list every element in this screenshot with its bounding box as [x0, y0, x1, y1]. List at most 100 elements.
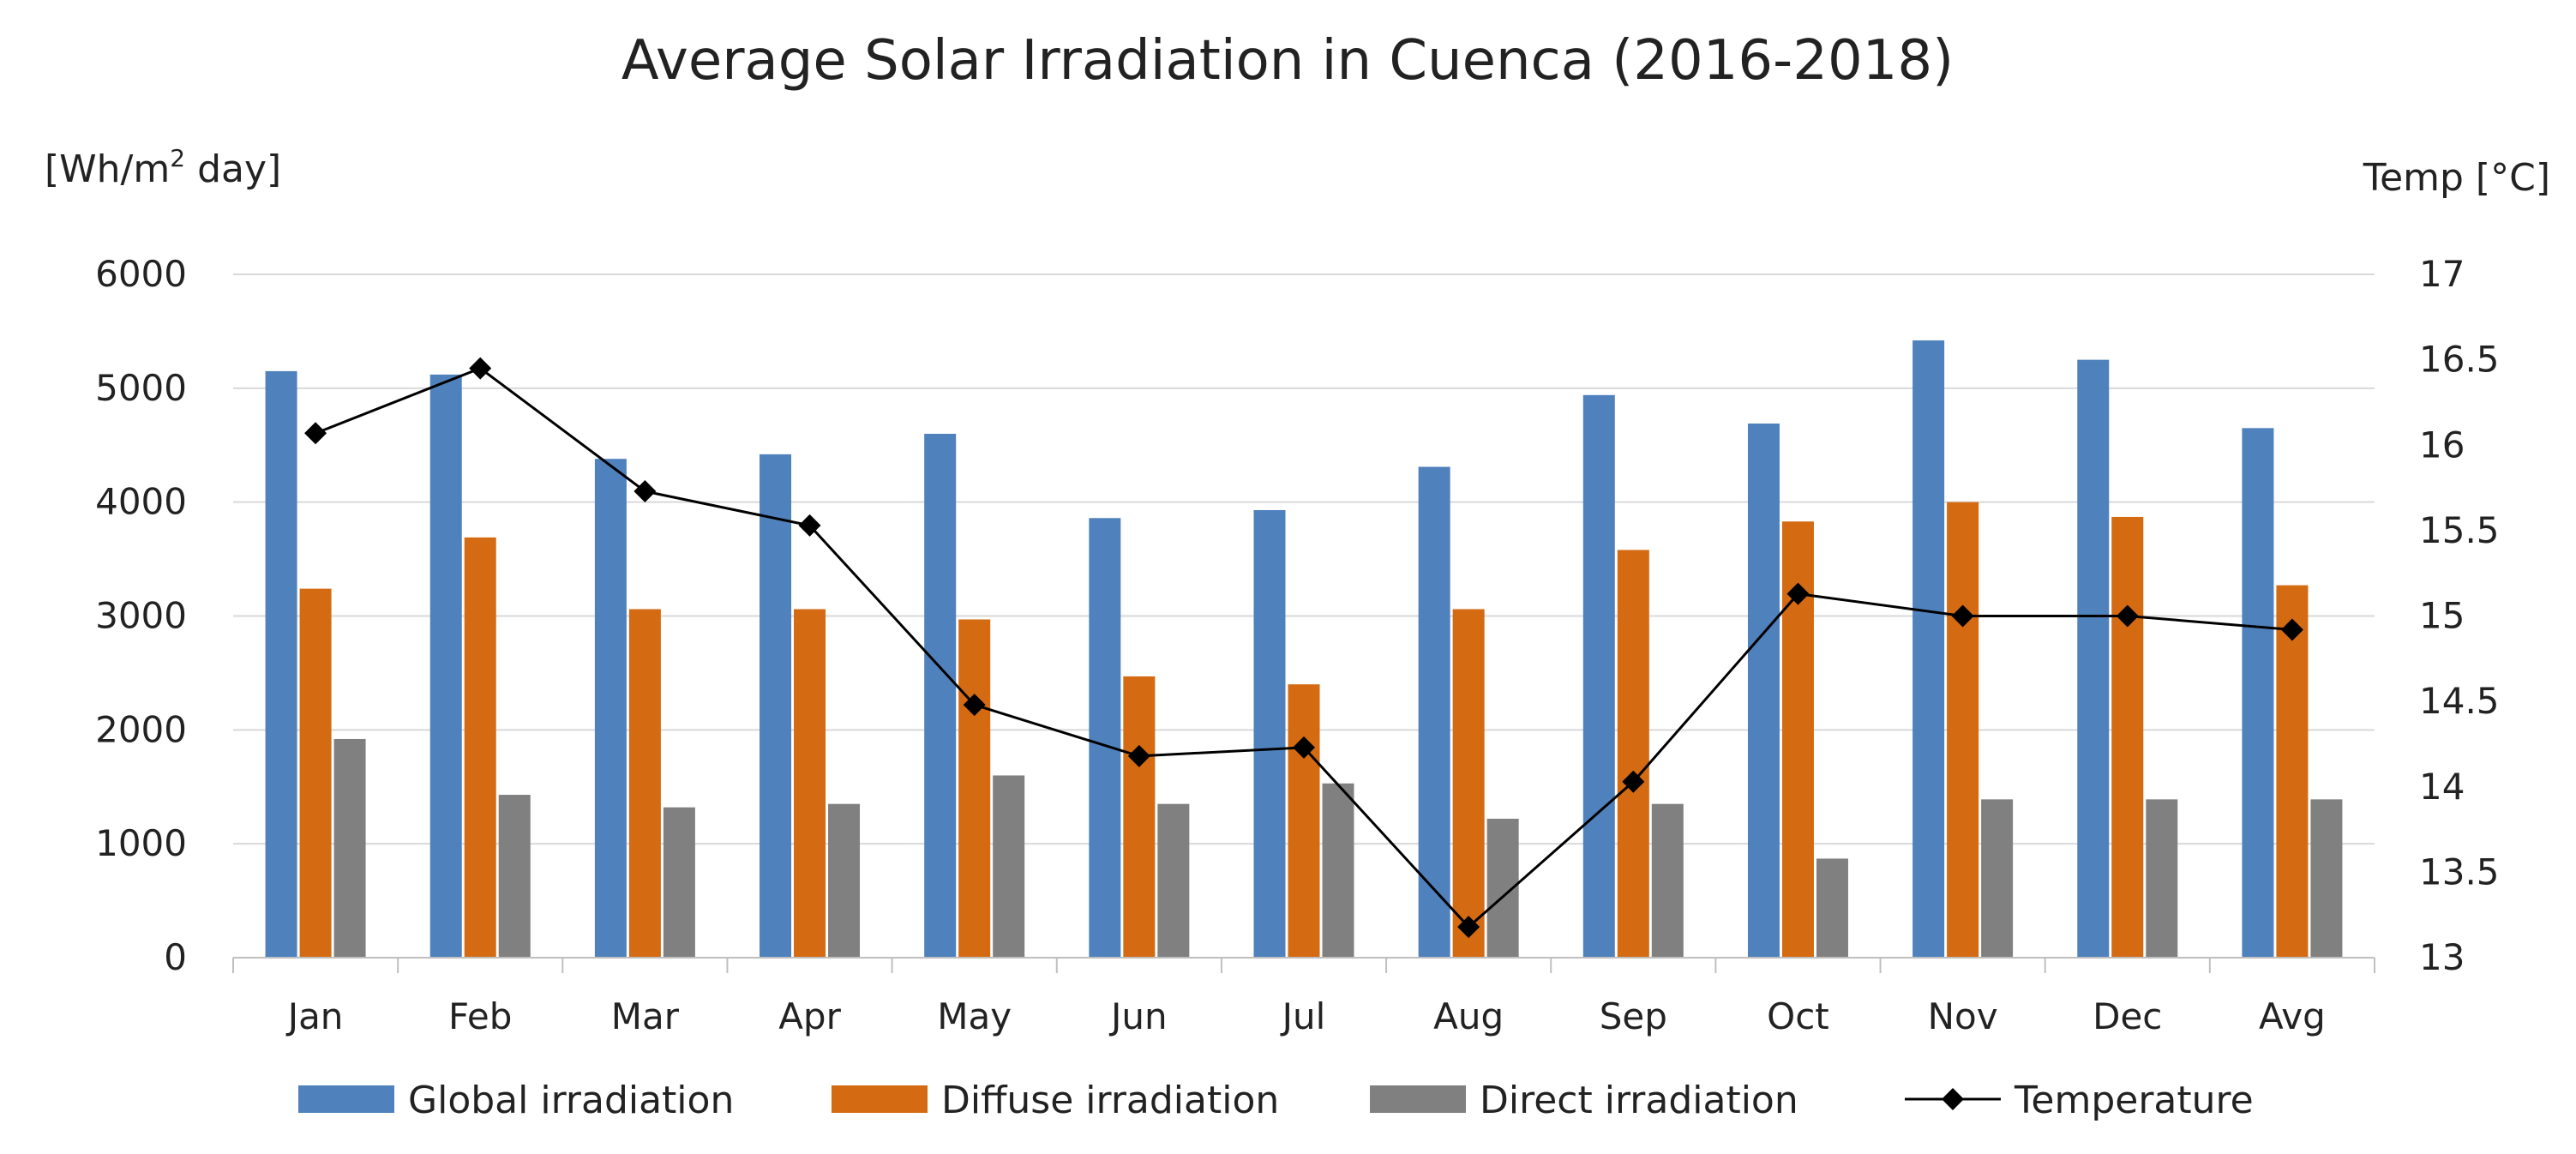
bar-diffuse-irradiation: [1947, 502, 1979, 958]
bar-diffuse-irradiation: [2276, 585, 2309, 958]
temperature-line: [304, 357, 2303, 939]
chart-title: Average Solar Irradiation in Cuenca (201…: [621, 29, 1954, 93]
bar-direct-irradiation: [1981, 799, 2014, 958]
temperature-point: [1457, 916, 1480, 939]
legend: Global irradiation Diffuse irradiation Dir…: [298, 1079, 2254, 1122]
bar-global-irradiation: [1747, 424, 1780, 958]
bar-direct-irradiation: [1651, 803, 1684, 958]
x-tick-label: Avg: [2259, 995, 2326, 1037]
temperature-point: [1786, 582, 1810, 605]
y-tick-label: 1000: [95, 822, 187, 864]
bar-global-irradiation: [2242, 428, 2274, 958]
x-tick-label: Jan: [285, 995, 344, 1037]
y2-tick-label: 14: [2419, 766, 2465, 808]
temperature-point: [304, 422, 327, 445]
bar-direct-irradiation: [1157, 803, 1190, 958]
y-axis-title: [Wh/m2 day]: [45, 144, 281, 191]
bar-diffuse-irradiation: [1452, 609, 1485, 958]
y2-tick-label: 13: [2419, 936, 2465, 978]
bars: [265, 340, 2343, 959]
bar-direct-irradiation: [498, 795, 531, 958]
bar-diffuse-irradiation: [794, 609, 826, 958]
temperature-point: [1127, 744, 1150, 767]
x-tick-label: Feb: [448, 995, 512, 1037]
bar-global-irradiation: [1582, 394, 1615, 958]
bar-diffuse-irradiation: [628, 609, 661, 958]
bar-global-irradiation: [1912, 340, 1945, 958]
x-tick-label: Jul: [1280, 995, 1326, 1037]
bar-diffuse-irradiation: [299, 588, 332, 958]
bar-global-irradiation: [1089, 518, 1121, 958]
y2-tick-label: 16: [2419, 424, 2465, 466]
y2-tick-label: 15.5: [2419, 509, 2500, 551]
temperature-point: [1293, 736, 1315, 759]
y2-tick-label: 14.5: [2419, 680, 2500, 722]
y2-tick-label: 17: [2419, 253, 2465, 295]
bar-global-irradiation: [594, 459, 627, 958]
temperature-point: [469, 357, 492, 380]
legend-label: Temperature: [2014, 1079, 2254, 1122]
bar-diffuse-irradiation: [464, 537, 496, 958]
bar-direct-irradiation: [2146, 799, 2178, 958]
y-axis-title-suffix: day]: [185, 147, 281, 191]
bar-direct-irradiation: [1322, 783, 1354, 958]
bar-diffuse-irradiation: [958, 619, 991, 958]
x-tick-label: Sep: [1600, 995, 1667, 1037]
temperature-point: [963, 694, 986, 717]
bar-global-irradiation: [2077, 359, 2110, 958]
bar-global-irradiation: [924, 433, 957, 958]
temperature-point: [1622, 770, 1645, 793]
y2-tick-label: 16.5: [2419, 339, 2500, 381]
bar-diffuse-irradiation: [2111, 516, 2144, 958]
gridlines: [233, 273, 2375, 845]
y-axis-title-sup: 2: [170, 144, 185, 172]
x-tick-label: Oct: [1767, 995, 1829, 1037]
bar-direct-irradiation: [1816, 858, 1848, 958]
legend-swatch-direct-irradiation: [1370, 1085, 1466, 1113]
temperature-point: [633, 480, 657, 503]
bar-global-irradiation: [1418, 466, 1450, 958]
y-tick-label: 5000: [95, 367, 187, 409]
bar-direct-irradiation: [2310, 799, 2343, 958]
bar-diffuse-irradiation: [1288, 684, 1320, 958]
bar-direct-irradiation: [663, 807, 695, 958]
temperature-point: [2280, 618, 2303, 641]
x-tick-label: Jun: [1108, 995, 1168, 1037]
bar-global-irradiation: [760, 454, 792, 958]
temperature-point: [1951, 604, 1974, 628]
axes: [232, 957, 2375, 973]
bar-direct-irradiation: [333, 738, 366, 958]
y-tick-label: 0: [164, 936, 187, 978]
bar-direct-irradiation: [828, 803, 861, 958]
temperature-point: [798, 514, 821, 537]
x-tick-label: Aug: [1433, 995, 1504, 1037]
bar-global-irradiation: [429, 374, 462, 959]
bar-global-irradiation: [1253, 509, 1286, 958]
temperature-point: [2116, 604, 2139, 628]
y2-tick-label: 15: [2419, 595, 2465, 637]
y-tick-label: 4000: [95, 481, 187, 523]
x-tick-label: Apr: [778, 995, 841, 1037]
bar-diffuse-irradiation: [1617, 550, 1649, 958]
bar-direct-irradiation: [993, 775, 1025, 958]
legend-swatch-diffuse-irradiation: [832, 1085, 928, 1113]
legend-swatch-global-irradiation: [298, 1085, 394, 1113]
tick-labels: 0 1000 2000 3000 4000 5000 6000 13 13.5 14 14.5 15 1…: [95, 253, 2499, 1037]
legend-label: Diffuse irradiation: [941, 1079, 1279, 1122]
legend-label: Global irradiation: [408, 1079, 734, 1122]
bar-diffuse-irradiation: [1123, 676, 1156, 958]
x-tick-label: May: [937, 995, 1012, 1037]
x-tick-label: Mar: [611, 995, 680, 1037]
y2-axis-title: Temp [°C]: [2363, 156, 2550, 200]
x-tick-label: Dec: [2093, 995, 2162, 1037]
y-tick-label: 3000: [95, 595, 187, 637]
bar-global-irradiation: [265, 370, 297, 958]
y2-tick-label: 13.5: [2419, 850, 2500, 893]
legend-label: Direct irradiation: [1480, 1079, 1798, 1122]
legend-swatch-temperature-marker: [1942, 1088, 1964, 1110]
y-tick-label: 2000: [95, 708, 187, 750]
y-tick-label: 6000: [95, 253, 187, 295]
y-axis-title-prefix: [Wh/m: [45, 147, 170, 191]
x-tick-label: Nov: [1928, 995, 1998, 1037]
